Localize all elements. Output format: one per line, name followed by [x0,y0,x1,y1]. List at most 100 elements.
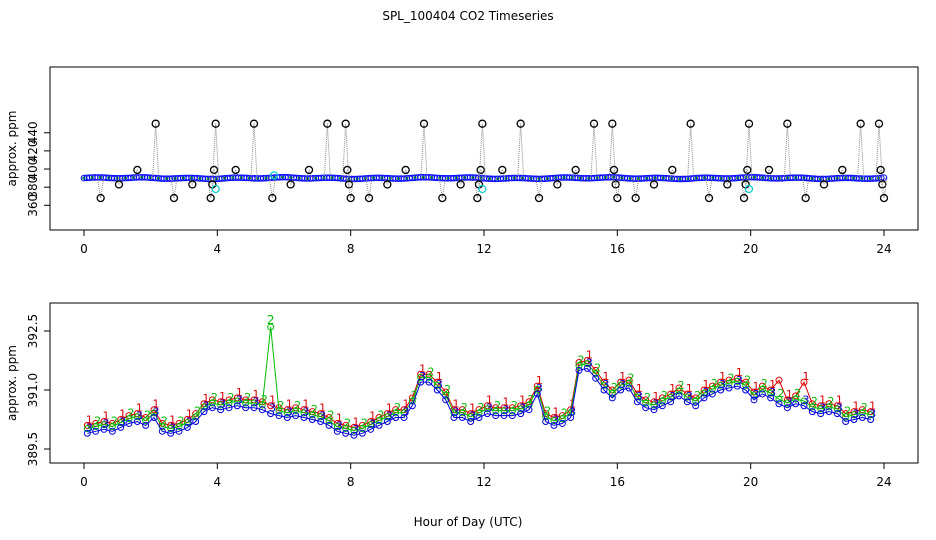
series-label-2: 2 [744,373,751,386]
series-point-3 [225,404,233,412]
series-label-1: 1 [519,394,526,407]
spike-point [383,180,392,189]
series-point-3 [617,386,625,394]
series-label-3: 3 [519,402,526,415]
spike-connector [405,169,410,179]
spike-point [668,165,677,175]
series-point-2 [317,413,325,421]
series-point-2 [650,401,658,409]
series-label-1: 1 [319,402,326,415]
series-point-2 [500,407,508,415]
series-point-2 [775,395,783,403]
series-label-3: 3 [436,378,443,391]
series-label-1: 1 [653,390,660,403]
series-label-1: 1 [369,409,376,422]
series-label-1: 1 [819,394,826,407]
spike-point [783,119,792,128]
series-point-2 [183,419,191,427]
spike-point [498,165,507,175]
series-point-2 [833,405,841,413]
spike-connector [136,169,141,179]
series-label-1: 1 [736,366,743,379]
series-label-3: 3 [153,406,160,419]
series-point-2 [592,369,600,377]
series-label-1: 1 [486,394,493,407]
series-point-3 [125,419,133,427]
y-axis-label: approx. ppm [5,345,19,421]
series-point-3 [183,423,191,431]
series-label-2: 2 [161,415,168,428]
spike-point [478,119,487,128]
series-point-3 [550,421,558,429]
y-tick-label: 440 [26,121,40,144]
series-label-2: 2 [461,401,468,414]
series-point-2 [83,425,91,433]
series-point-2 [750,391,758,399]
series-label-3: 3 [603,378,610,391]
series-label-2: 2 [578,354,585,367]
series-point-2 [467,413,475,421]
spike-point [231,165,240,175]
spike-connector [838,169,843,179]
series-point-2 [458,409,466,417]
x-tick-label: 20 [743,475,758,489]
spike-point [649,180,659,189]
series-label-2: 2 [611,381,618,394]
spike-point [268,193,277,203]
series-label-2: 2 [194,405,201,418]
series-point-2 [275,407,283,415]
series-point-3 [175,427,183,435]
spike-point [341,119,350,128]
series-label-2: 2 [561,407,568,420]
x-axis-label: Hour of Day (UTC) [413,515,523,529]
series-label-2: 2 [128,407,135,420]
series-label-1: 1 [103,409,110,422]
series-label-2: 2 [394,401,401,414]
spike-connector [668,169,673,179]
series-point-3 [558,419,566,427]
spike-connector [877,169,882,179]
series-point-1 [800,378,808,386]
series-point-3 [600,386,608,394]
series-label-1: 1 [636,382,643,395]
series-point-3 [317,417,325,425]
outlier-point [269,171,279,180]
series-point-2 [208,399,216,407]
series-label-2: 2 [144,409,151,422]
series-point-2 [133,413,141,421]
spike-connector [857,123,862,179]
spike-connector [173,178,178,199]
series-label-3: 3 [136,409,143,422]
series-label-1: 1 [869,400,876,413]
spike-point [589,119,599,128]
spike-point [876,165,885,175]
series-point-2 [683,393,691,401]
spike-point [473,193,482,203]
series-point-2 [442,391,450,399]
series-point-3 [525,406,533,414]
y-tick-label: 389.5 [26,432,40,466]
series-label-1: 1 [503,396,510,409]
spike-point [801,193,810,203]
series-point-3 [283,414,291,422]
series-label-2: 2 [294,399,301,412]
x-tick-label: 4 [214,242,222,256]
spike-point [249,119,259,128]
series-label-2: 2 [794,387,801,400]
series-label-3: 3 [303,406,310,419]
series-point-3 [758,390,766,398]
series-point-2 [408,397,416,405]
series-point-2 [625,379,633,387]
series-label-2: 2 [644,391,651,404]
series-point-3 [433,386,441,394]
spike-point [151,119,160,128]
series-label-1: 1 [119,408,126,421]
series-label-3: 3 [336,419,343,432]
x-tick-label: 16 [610,242,625,256]
spike-connector [480,169,485,179]
series-point-3 [92,427,100,435]
series-label-2: 2 [361,417,368,430]
series-point-3 [808,408,816,416]
series-label-2: 2 [544,405,551,418]
